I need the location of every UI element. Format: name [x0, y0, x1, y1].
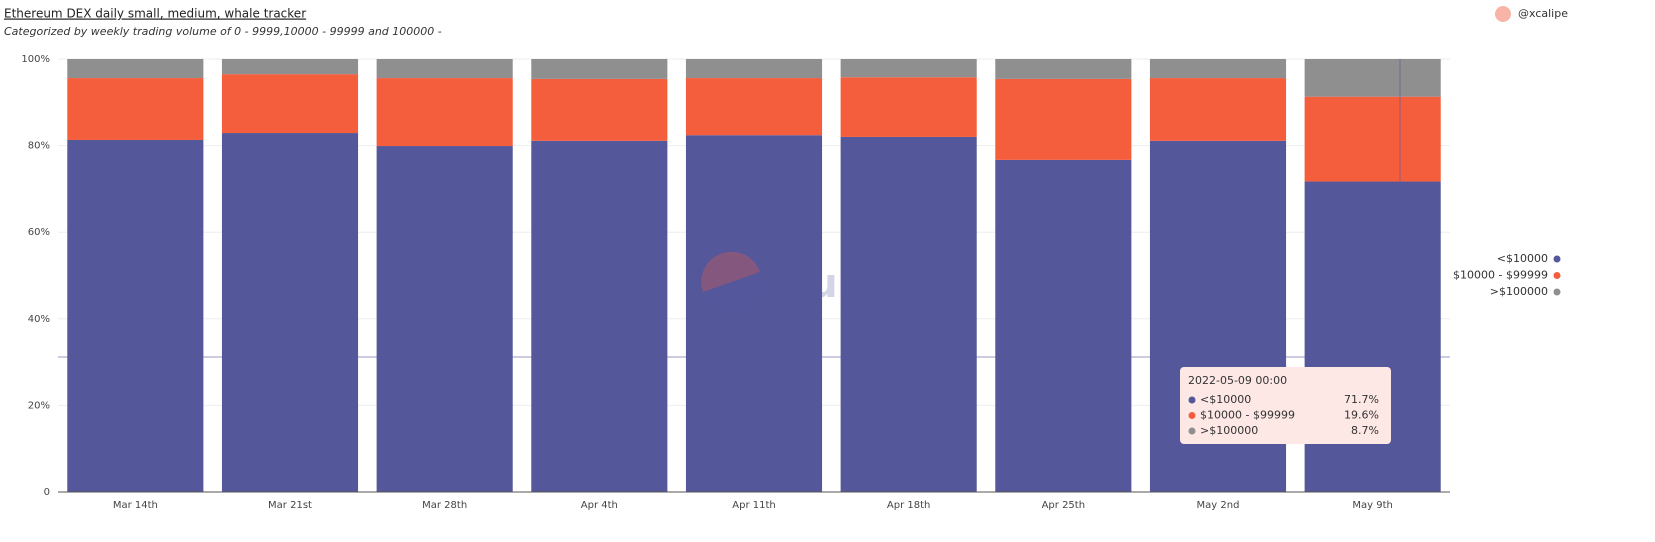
tooltip-marker [1188, 396, 1196, 404]
chart-subtitle: Categorized by weekly trading volume of … [4, 25, 442, 38]
bar-segment [1149, 78, 1287, 141]
bar-segment [840, 77, 977, 137]
bar-segment [376, 78, 513, 147]
bar-segment [221, 74, 359, 134]
legend-label: $10000 - $99999 [1453, 269, 1548, 282]
bar-segment [221, 133, 359, 492]
bar-segment [221, 59, 359, 75]
bar-segment [1304, 181, 1441, 492]
chart-title: Ethereum DEX daily small, medium, whale … [4, 7, 306, 21]
x-tick-label: Apr 11th [732, 500, 775, 511]
tooltip-marker [1188, 427, 1196, 435]
x-tick-label: May 2nd [1197, 500, 1240, 511]
y-tick-label: 0 [44, 487, 50, 498]
legend: <$10000 $10000 - $99999 >$100000 [1453, 252, 1561, 298]
tooltip-box [1180, 367, 1391, 444]
tooltip: 2022-05-09 00:00 <$10000 71.7% $10000 - $9… [1180, 367, 1391, 444]
bar-segment [531, 140, 668, 492]
tooltip-value: 71.7% [1344, 393, 1379, 406]
bar-segment [685, 78, 823, 136]
bar-segment [1149, 59, 1287, 79]
legend-marker [1553, 272, 1561, 279]
bar-segment [376, 59, 513, 79]
author[interactable]: @xcalipe [1518, 7, 1568, 20]
bar-segment [1304, 59, 1441, 97]
bar-segment [995, 59, 1132, 79]
bar-segment [995, 78, 1132, 160]
bar-segment [840, 136, 977, 492]
x-tick-label: May 9th [1352, 500, 1392, 511]
tooltip-name: <$10000 [1200, 393, 1251, 406]
bar-segment [67, 139, 204, 492]
bar-segment [840, 59, 977, 78]
tooltip-marker [1188, 412, 1196, 419]
bar-segment [685, 59, 823, 79]
legend-marker [1553, 288, 1561, 296]
tooltip-value: 19.6% [1344, 409, 1379, 422]
x-tick-label: Apr 25th [1042, 500, 1085, 511]
y-tick-label: 20% [28, 400, 50, 411]
watermark: Dune [701, 251, 893, 313]
tooltip-value: 8.7% [1351, 424, 1379, 437]
bar-segment [67, 78, 204, 140]
watermark-text: Dune [776, 261, 893, 307]
y-tick-label: 40% [28, 314, 50, 325]
x-tick-label: Mar 21st [268, 500, 312, 511]
bar-segment [531, 78, 668, 141]
bar-segment [685, 135, 823, 492]
tooltip-title: 2022-05-09 00:00 [1188, 374, 1287, 387]
x-tick-label: Mar 28th [422, 500, 467, 511]
tooltip-name: >$100000 [1200, 424, 1258, 437]
plot-area: 0 20% 40% 60% 80% 100% Mar 14th Mar 21st Mar 28t… [21, 54, 1450, 511]
bar-segment [376, 146, 513, 492]
y-tick-label: 100% [21, 54, 50, 65]
bar-segment [1304, 96, 1441, 182]
y-tick-label: 60% [28, 227, 50, 238]
legend-label: <$10000 [1497, 252, 1548, 265]
bar-segment [67, 59, 204, 79]
tooltip-name: $10000 - $99999 [1200, 409, 1295, 422]
legend-label: >$100000 [1490, 285, 1548, 298]
x-tick-label: Apr 18th [887, 500, 930, 511]
bar-segment [995, 159, 1132, 492]
x-tick-label: Mar 14th [113, 500, 158, 511]
x-tick-label: Apr 4th [581, 500, 618, 511]
legend-marker [1553, 255, 1561, 263]
avatar [1495, 6, 1511, 22]
y-tick-label: 80% [28, 141, 50, 152]
bar-segment [531, 59, 668, 79]
